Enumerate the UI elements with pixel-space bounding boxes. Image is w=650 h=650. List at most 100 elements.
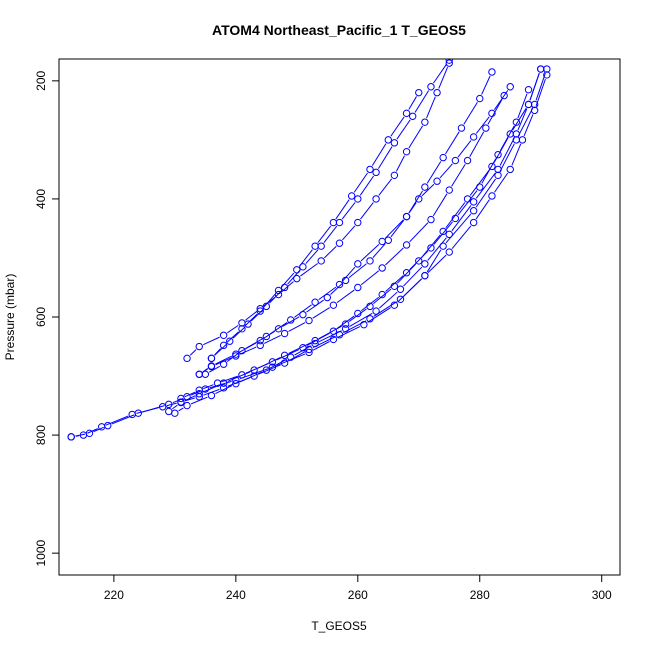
series-segment: [377, 146, 393, 169]
series-segment: [269, 290, 282, 304]
series-segment: [312, 307, 330, 319]
data-point: [262, 332, 271, 341]
data-point: [476, 94, 484, 103]
data-point: [457, 124, 466, 132]
data-point: [512, 118, 521, 126]
data-point: [195, 370, 203, 378]
data-point: [207, 362, 216, 370]
series-segment: [385, 247, 404, 266]
data-point: [445, 59, 453, 67]
data-point: [219, 341, 228, 350]
y-tick-label: 600: [34, 307, 48, 327]
data-point: [305, 316, 313, 325]
x-axis-label: T_GEOS5: [311, 619, 367, 633]
data-point: [421, 260, 429, 268]
series-segment: [499, 137, 515, 166]
data-point: [195, 390, 203, 398]
data-point: [128, 410, 136, 419]
data-point: [268, 358, 277, 366]
series-segment: [409, 222, 429, 243]
data-point: [451, 214, 460, 223]
series-segment: [384, 219, 404, 239]
series-segment: [282, 316, 300, 328]
data-point: [439, 153, 447, 162]
data-point: [445, 248, 453, 256]
series-segment: [341, 202, 356, 220]
series-segment: [300, 263, 318, 277]
data-point: [256, 307, 264, 315]
data-point: [402, 109, 411, 118]
series-segment: [481, 158, 497, 184]
data-point: [390, 139, 399, 147]
series-2: [67, 71, 551, 441]
series-segment: [178, 407, 184, 412]
y-tick-label: 800: [34, 425, 48, 445]
data-point: [232, 350, 240, 358]
data-point: [366, 257, 374, 265]
data-point: [451, 156, 460, 165]
data-point: [238, 371, 246, 379]
series-segment: [360, 202, 374, 220]
series-segment: [535, 73, 546, 101]
data-point: [335, 239, 344, 247]
series-segment: [517, 108, 534, 137]
data-point: [427, 244, 435, 252]
series-segment: [359, 175, 375, 196]
series-1: [67, 65, 551, 441]
data-point: [372, 307, 380, 315]
data-point: [256, 341, 264, 350]
data-point: [207, 354, 216, 363]
y-axis-label: Pressure (mbar): [3, 274, 17, 361]
series-segment: [293, 304, 312, 318]
series-segment: [93, 426, 104, 433]
series-segment: [523, 114, 534, 137]
data-point: [463, 195, 472, 203]
data-point: [433, 88, 441, 97]
data-point: [335, 280, 344, 289]
series-segment: [288, 322, 306, 332]
series-segment: [396, 119, 411, 140]
series-segment: [336, 289, 355, 304]
series-segment: [457, 140, 472, 158]
series-5: [177, 86, 533, 403]
series-segment: [245, 311, 258, 321]
series-segment: [317, 225, 332, 243]
data-point: [280, 329, 289, 338]
series-segment: [378, 178, 393, 196]
data-point: [177, 398, 185, 407]
data-point: [524, 86, 533, 94]
series-8: [201, 68, 496, 378]
data-point: [311, 242, 319, 250]
series-segment: [373, 288, 392, 304]
series-segment: [409, 250, 429, 270]
series-segment: [451, 164, 466, 187]
data-point: [274, 286, 283, 295]
data-point: [506, 165, 514, 174]
data-point: [488, 192, 496, 200]
series-layer: [67, 59, 551, 441]
data-point: [396, 285, 405, 293]
x-tick-label: 240: [226, 588, 246, 602]
data-point: [287, 316, 295, 324]
series-segment: [348, 308, 367, 322]
series-segment: [475, 199, 490, 220]
data-point: [256, 336, 264, 345]
series-segment: [250, 309, 264, 322]
series-segment: [426, 161, 442, 184]
series-segment: [494, 172, 509, 193]
data-point: [421, 118, 429, 126]
data-point: [329, 218, 338, 227]
series-segment: [330, 283, 343, 295]
data-point: [469, 218, 478, 227]
series-segment: [305, 249, 319, 264]
series-segment: [499, 125, 515, 152]
series-segment: [184, 391, 196, 398]
data-point: [384, 136, 392, 144]
data-point: [421, 183, 429, 191]
series-segment: [262, 293, 276, 309]
series-segment: [395, 155, 406, 172]
series-segment: [226, 331, 240, 343]
data-point: [311, 339, 319, 348]
series-segment: [239, 371, 263, 383]
series-segment: [517, 108, 528, 131]
